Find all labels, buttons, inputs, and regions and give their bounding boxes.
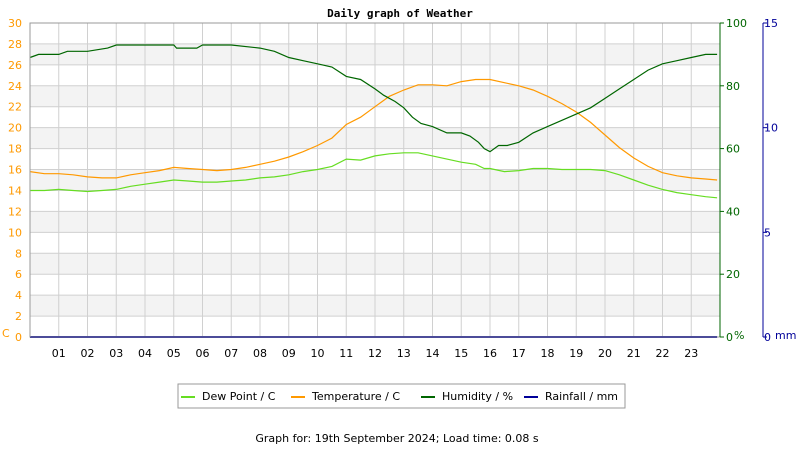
x-tick-label: 23 <box>684 347 698 360</box>
x-tick-label: 19 <box>569 347 583 360</box>
humidity-tick-label: 60 <box>726 143 740 156</box>
legend-item: Rainfall / mm <box>545 390 618 403</box>
temp-tick-label: 22 <box>8 101 22 114</box>
humidity-tick-label: 0 <box>726 331 733 344</box>
humidity-tick-label: 20 <box>726 268 740 281</box>
temp-tick-label: 8 <box>15 247 22 260</box>
rain-unit-label: mm <box>775 329 796 342</box>
temp-tick-label: 4 <box>15 289 22 302</box>
temp-tick-label: 20 <box>8 122 22 135</box>
x-tick-label: 09 <box>282 347 296 360</box>
x-tick-label: 17 <box>512 347 526 360</box>
x-tick-label: 07 <box>224 347 238 360</box>
x-tick-label: 05 <box>167 347 181 360</box>
x-tick-label: 02 <box>81 347 95 360</box>
humidity-tick-label: 40 <box>726 205 740 218</box>
humidity-tick-label: 100 <box>726 17 747 30</box>
humidity-tick-label: 80 <box>726 80 740 93</box>
legend-item: Dew Point / C <box>202 390 276 403</box>
temp-tick-label: 26 <box>8 59 22 72</box>
legend-item: Temperature / C <box>311 390 400 403</box>
x-tick-label: 18 <box>541 347 555 360</box>
temp-tick-label: 28 <box>8 38 22 51</box>
rain-axis-ticks: 0 5 10 15 <box>763 17 778 344</box>
temp-unit-label: C <box>2 327 10 340</box>
x-tick-label: 03 <box>109 347 123 360</box>
x-tick-label: 22 <box>656 347 670 360</box>
temp-tick-label: 0 <box>15 331 22 344</box>
series-line-humidity <box>29 44 718 153</box>
temp-tick-label: 14 <box>8 184 22 197</box>
rain-tick-label: 10 <box>764 122 778 135</box>
rain-tick-label: 0 <box>764 331 771 344</box>
temp-tick-label: 24 <box>8 80 22 93</box>
legend-box <box>177 383 626 409</box>
x-tick-label: 21 <box>627 347 641 360</box>
chart-title: Daily graph of Weather <box>327 7 473 20</box>
humidity-unit-label: % <box>734 329 744 342</box>
x-tick-label: 08 <box>253 347 267 360</box>
x-tick-label: 11 <box>339 347 353 360</box>
x-tick-label: 10 <box>311 347 325 360</box>
x-tick-label: 04 <box>138 347 152 360</box>
x-tick-label: 06 <box>196 347 210 360</box>
series-line-dew <box>30 152 718 199</box>
x-tick-label: 13 <box>397 347 411 360</box>
axes <box>29 22 764 338</box>
x-tick-label: 20 <box>598 347 612 360</box>
x-tick-label: 14 <box>426 347 440 360</box>
rain-tick-label: 5 <box>764 226 771 239</box>
temp-tick-label: 6 <box>15 268 22 281</box>
temp-tick-label: 2 <box>15 310 22 323</box>
x-tick-label: 01 <box>52 347 66 360</box>
series-line-temperature <box>29 78 718 181</box>
x-tick-label: 16 <box>483 347 497 360</box>
humidity-axis-ticks: 0 20 40 60 80 100 <box>720 17 747 344</box>
rain-tick-label: 15 <box>764 17 778 30</box>
temp-tick-label: 18 <box>8 143 22 156</box>
x-tick-label: 12 <box>368 347 382 360</box>
x-axis-ticks: 01 02 03 04 05 06 07 08 09 10 11 12 13 14 15 16 17 18 19 20… <box>52 347 699 360</box>
x-tick-label: 15 <box>454 347 468 360</box>
legend-item: Humidity / % <box>442 390 513 403</box>
temp-tick-label: 16 <box>8 164 22 177</box>
temp-tick-label: 10 <box>8 226 22 239</box>
temp-tick-label: 30 <box>8 17 22 30</box>
temp-tick-label: 12 <box>8 205 22 218</box>
footer-text: Graph for: 19th September 2024; Load tim… <box>255 432 539 445</box>
legend: Dew Point / C Temperature / C Humidity / %… <box>177 383 626 409</box>
